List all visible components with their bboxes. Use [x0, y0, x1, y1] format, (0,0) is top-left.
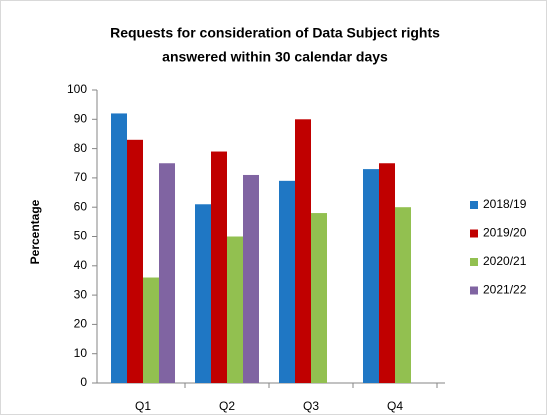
bar	[379, 163, 395, 383]
bar	[143, 277, 159, 383]
y-tick-label: 80	[74, 141, 88, 155]
x-tick-label: Q2	[219, 399, 235, 413]
y-tick-label: 100	[67, 82, 87, 96]
bar	[295, 119, 311, 384]
bar	[195, 204, 211, 383]
y-tick-label: 0	[80, 375, 87, 389]
bar	[311, 213, 327, 383]
legend-swatch	[470, 286, 478, 295]
y-tick-label: 70	[74, 170, 88, 184]
x-tick-label: Q3	[303, 399, 319, 413]
legend-label: 2018/19	[483, 197, 527, 211]
bar	[243, 174, 259, 383]
chart-title: answered within 30 calendar days	[162, 49, 388, 65]
y-tick-label: 90	[74, 111, 88, 125]
bar	[363, 169, 379, 383]
bar	[127, 139, 143, 383]
legend-label: 2021/22	[483, 283, 527, 297]
legend-swatch	[470, 201, 478, 209]
x-tick-label: Q4	[387, 399, 403, 413]
y-axis-title: Percentage	[28, 199, 42, 264]
legend-swatch	[470, 258, 478, 266]
legend-swatch	[470, 229, 478, 238]
legend-label: 2020/21	[483, 254, 527, 268]
bar	[395, 207, 411, 383]
bar	[159, 163, 175, 383]
y-tick-label: 50	[74, 229, 88, 243]
y-tick-label: 10	[74, 346, 88, 360]
bar	[111, 113, 127, 383]
y-tick-label: 60	[74, 199, 88, 213]
x-tick-label: Q1	[135, 399, 151, 413]
y-tick-label: 30	[74, 287, 88, 301]
chart-title: Requests for consideration of Data Subje…	[110, 25, 440, 41]
bar	[279, 180, 295, 383]
y-tick-label: 40	[74, 258, 88, 272]
legend-label: 2019/20	[483, 226, 527, 240]
bar	[227, 236, 243, 383]
bar	[211, 151, 227, 383]
y-tick-label: 20	[74, 317, 88, 331]
